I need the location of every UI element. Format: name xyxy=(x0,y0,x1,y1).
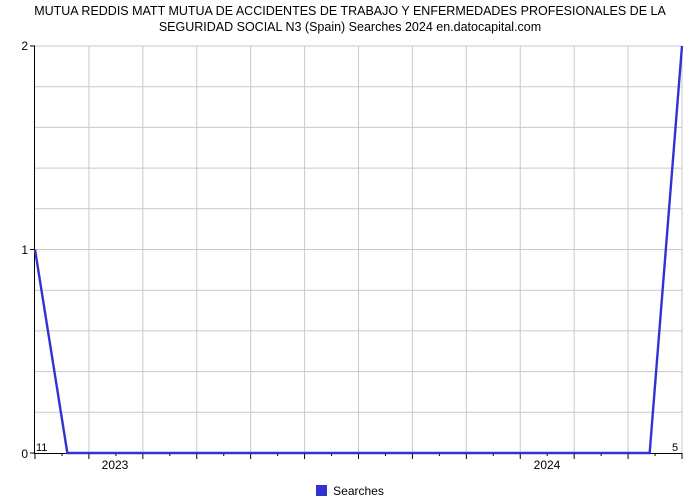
plot-area xyxy=(34,46,682,454)
chart-container: MUTUA REDDIS MATT MUTUA DE ACCIDENTES DE… xyxy=(0,0,700,500)
y-tick-label: 0 xyxy=(21,447,28,461)
legend: Searches xyxy=(0,484,700,498)
y-tick-label: 1 xyxy=(21,243,28,257)
chart-title-line1: MUTUA REDDIS MATT MUTUA DE ACCIDENTES DE… xyxy=(34,4,666,18)
x-tick-label: 2024 xyxy=(534,458,561,472)
chart-title-line2: SEGURIDAD SOCIAL N3 (Spain) Searches 202… xyxy=(159,20,541,34)
x-tick-label: 2023 xyxy=(102,458,129,472)
plot-svg xyxy=(35,46,682,453)
chart-title: MUTUA REDDIS MATT MUTUA DE ACCIDENTES DE… xyxy=(0,4,700,35)
y-tick-label: 2 xyxy=(21,39,28,53)
legend-swatch xyxy=(316,485,327,496)
legend-label: Searches xyxy=(333,484,384,498)
